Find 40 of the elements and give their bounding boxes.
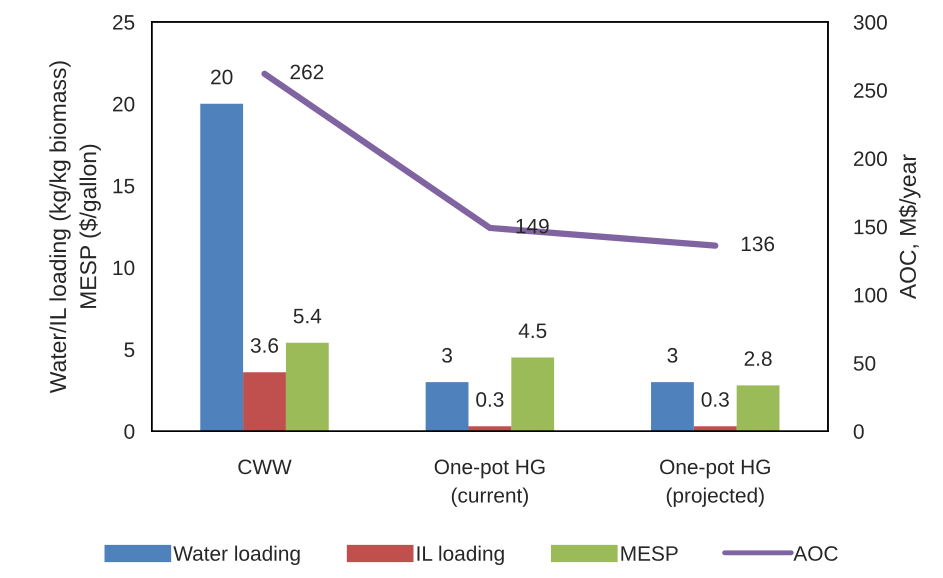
y2-tick-label: 300 [854,14,887,30]
x-tick-label: One-pot HG (projected) [660,460,770,507]
data-label: 4.5 [518,324,546,338]
y-tick-label: 25 [113,14,134,30]
y-axis-title: Water/IL loading (kg/kg biomass) MESP ($/gallon) [49,61,101,394]
bar [511,358,554,432]
y-tick-label: 0 [124,424,134,439]
y-tick-label: 10 [114,260,134,276]
data-label: 3.6 [250,338,278,353]
data-label: 0.3 [702,392,729,407]
bar [651,382,694,432]
data-label: 20 [211,70,232,84]
data-label: 5.4 [294,308,322,324]
y2-tick-label: 100 [854,288,887,303]
data-label: 3 [667,348,678,363]
y2-axis-title: AOC, M$/year [898,154,921,300]
data-label: 3 [442,348,452,363]
data-label: 262 [290,64,324,80]
legend-label: MESP [621,546,678,561]
x-tick-label: CWW [238,460,292,474]
x-tick-label: One-pot HG (current) [434,460,544,507]
legend-label: IL loading [418,546,504,566]
data-label: 136 [742,236,774,252]
data-label: 0.3 [476,392,504,407]
y-tick-label: 15 [114,178,134,194]
y2-tick-label: 50 [854,356,876,371]
bar [286,342,329,432]
bar [200,104,244,432]
data-label: 2.8 [744,351,772,366]
y-tick-label: 20 [113,96,134,112]
y2-tick-label: 250 [854,83,887,98]
bar [736,385,780,432]
bar [243,372,286,432]
y2-tick-label: 0 [854,424,864,439]
legend-label: AOC [793,546,838,561]
y2-tick-label: 200 [854,151,887,166]
bar [426,382,468,432]
legend-label: Water loading [173,546,300,566]
y-tick-label: 5 [124,342,134,358]
y2-tick-label: 150 [854,220,887,234]
